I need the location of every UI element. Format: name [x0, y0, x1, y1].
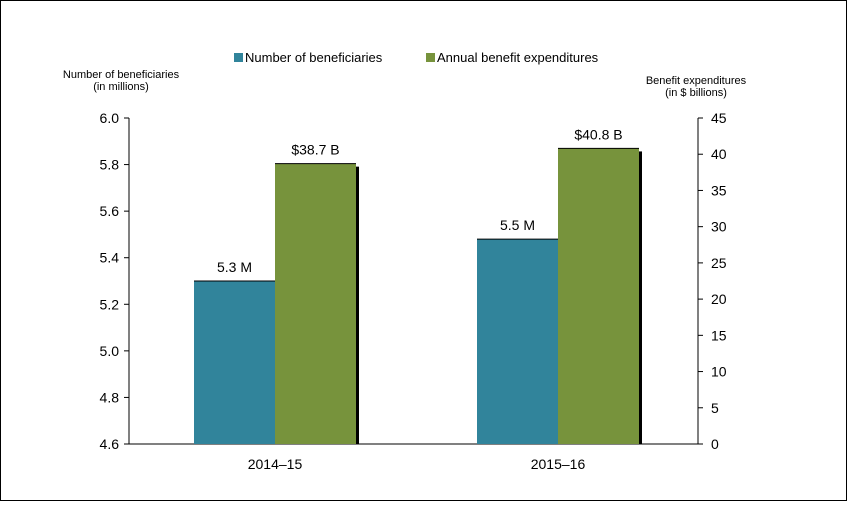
- bar-beneficiaries-2015-16: [477, 239, 558, 444]
- data-label-beneficiaries: 5.5 M: [500, 217, 535, 233]
- data-label-expenditures: $38.7 B: [291, 142, 339, 158]
- category-label-2015-16: 2015–16: [531, 456, 586, 472]
- right-tick-label: 40: [711, 146, 727, 162]
- right-axis-title-line2: (in $ billions): [665, 87, 727, 99]
- bar-beneficiaries-2014-15: [194, 281, 275, 444]
- left-tick-label: 6.0: [100, 110, 120, 126]
- right-axis-title-line1: Benefit expenditures: [646, 75, 747, 87]
- data-label-expenditures: $40.8 B: [574, 126, 622, 142]
- legend-swatch-expenditures: [426, 53, 435, 62]
- category-label-2014-15: 2014–15: [248, 456, 303, 472]
- left-tick-label: 4.6: [100, 436, 120, 452]
- data-labels: 5.3 M $38.7 B 5.5 M $40.8 B: [217, 126, 623, 275]
- legend-label-beneficiaries: Number of beneficiaries: [245, 50, 383, 65]
- left-axis-title-line1: Number of beneficiaries: [63, 69, 180, 81]
- right-tick-label: 5: [711, 400, 719, 416]
- legend-swatch-beneficiaries: [234, 53, 243, 62]
- bars: [194, 147, 642, 444]
- legend: Number of beneficiaries Annual benefit e…: [234, 50, 599, 65]
- right-tick-label: 15: [711, 327, 727, 343]
- left-tick-label: 5.8: [100, 157, 120, 173]
- right-tick-label: 10: [711, 364, 727, 380]
- left-tick-label: 4.8: [100, 389, 120, 405]
- data-label-beneficiaries: 5.3 M: [217, 259, 252, 275]
- bar-expenditures-2014-15: [275, 163, 356, 444]
- right-tick-label: 35: [711, 182, 727, 198]
- right-tick-label: 30: [711, 219, 727, 235]
- left-tick-label: 5.4: [100, 250, 120, 266]
- right-tick-label: 0: [711, 436, 719, 452]
- right-axis-ticks: 45 40 35 30 25 20 15 10 5 0: [698, 110, 727, 452]
- left-tick-label: 5.0: [100, 343, 120, 359]
- left-axis-title-line2: (in millions): [93, 81, 149, 93]
- left-axis-ticks: 6.0 5.8 5.6 5.4 5.2 5.0 4.8 4.6: [100, 110, 129, 452]
- right-tick-label: 20: [711, 291, 727, 307]
- right-tick-label: 25: [711, 255, 727, 271]
- right-tick-label: 45: [711, 110, 727, 126]
- left-tick-label: 5.6: [100, 203, 120, 219]
- left-tick-label: 5.2: [100, 296, 120, 312]
- legend-label-expenditures: Annual benefit expenditures: [437, 50, 599, 65]
- bar-expenditures-2015-16: [558, 148, 639, 444]
